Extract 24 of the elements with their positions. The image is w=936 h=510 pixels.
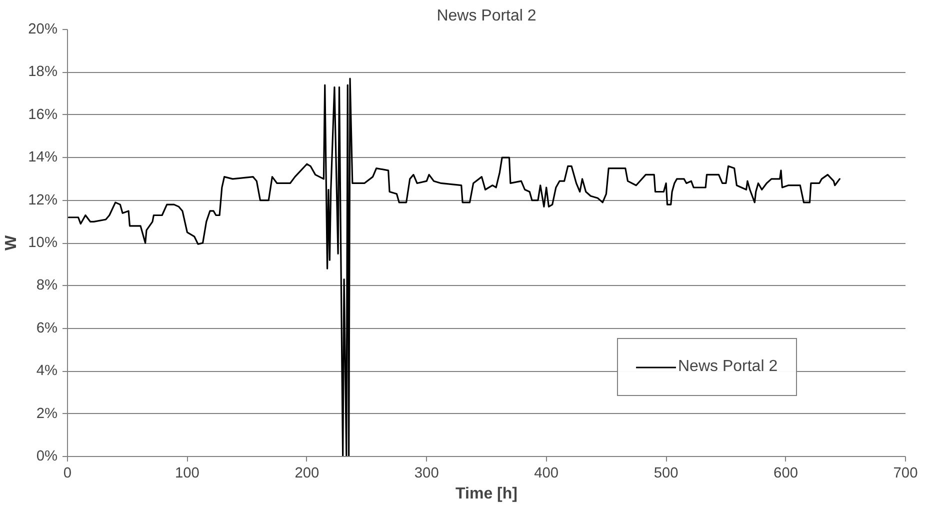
x-tick-label: 500 <box>654 466 678 482</box>
x-tick-label: 400 <box>534 466 559 482</box>
y-tick-label: 18% <box>28 64 58 80</box>
y-tick-label: 0% <box>36 448 58 464</box>
x-tick-label: 600 <box>774 466 798 482</box>
chart-title: News Portal 2 <box>436 8 536 24</box>
y-tick-label: 14% <box>28 150 58 166</box>
x-tick-label: 100 <box>174 466 200 482</box>
x-axis-title: Time [h] <box>456 486 518 502</box>
x-tick-label: 0 <box>63 466 72 482</box>
y-tick-label: 6% <box>36 320 58 336</box>
y-tick-label: 4% <box>36 363 58 380</box>
x-tick-label: 300 <box>414 466 439 482</box>
y-tick-label: 10% <box>28 235 58 251</box>
y-tick-label: 2% <box>36 406 58 422</box>
y-tick-label: 12% <box>28 192 58 208</box>
y-axis-title: W <box>3 234 20 251</box>
y-tick-label: 16% <box>28 106 58 123</box>
legend-label: News Portal 2 <box>678 358 778 376</box>
y-tick-label: 8% <box>36 278 58 294</box>
x-tick-label: 700 <box>893 466 918 482</box>
y-tick-label: 20% <box>28 22 58 38</box>
line-series <box>68 78 840 456</box>
x-tick-label: 200 <box>294 466 320 482</box>
